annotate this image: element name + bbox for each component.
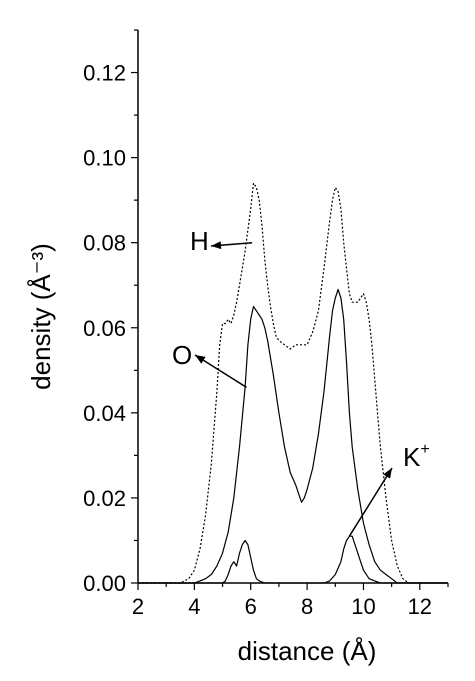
series-line-o: [138, 288, 448, 584]
series-line-kplus: [138, 535, 448, 584]
y-tick-label: 0.06: [83, 316, 126, 341]
annotation-k-arrow-line: [348, 467, 393, 537]
x-tick-label: 6: [245, 594, 257, 619]
axis-labels: 2 4 6 8 10 12 0.00 0.02 0.04 0.06 0.08 0.10 0.12 dist…: [26, 61, 432, 666]
x-tick-label: 12: [408, 594, 432, 619]
series-line-h: [138, 182, 448, 584]
x-tick-label: 2: [132, 594, 144, 619]
annotation-o: O: [172, 340, 192, 370]
x-axis-title: distance (Å): [238, 636, 377, 666]
annotation-k-superscript: +: [420, 441, 429, 458]
annotation-o-arrow-line: [194, 354, 247, 388]
y-tick-label: 0.00: [83, 571, 126, 596]
y-tick-label: 0.02: [83, 486, 126, 511]
x-tick-label: 4: [188, 594, 200, 619]
y-tick-label: 0.04: [83, 401, 126, 426]
annotation-k-arrowhead: [383, 468, 392, 479]
annotation-o-arrowhead: [195, 355, 206, 364]
axes: [131, 29, 449, 590]
y-tick-label: 0.12: [83, 61, 126, 86]
annotation-h-arrowhead: [211, 241, 222, 250]
annotation-layer: H O K+: [172, 226, 430, 537]
annotation-h: H: [190, 226, 209, 256]
y-axis-title: density (Å⁻³): [26, 243, 56, 390]
y-tick-label: 0.10: [83, 146, 126, 171]
x-tick-label: 10: [351, 594, 375, 619]
annotation-k: K+: [403, 441, 430, 472]
series-layer: [138, 182, 448, 584]
y-tick-label: 0.08: [83, 231, 126, 256]
annotation-k-text: K: [403, 442, 421, 472]
x-tick-label: 8: [301, 594, 313, 619]
